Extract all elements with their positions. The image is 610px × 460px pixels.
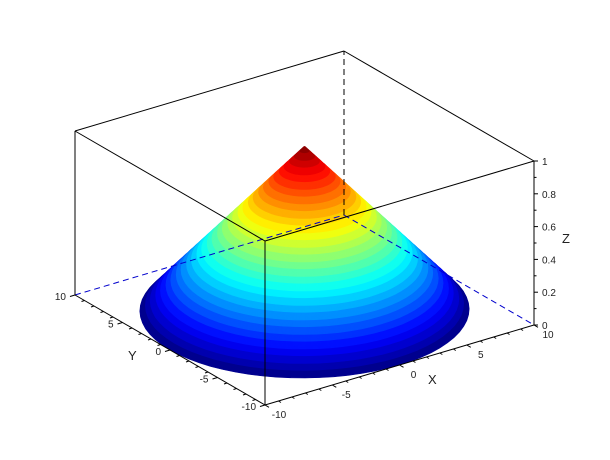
x-tick <box>506 332 510 335</box>
x-tick <box>345 380 349 383</box>
top-right-edge <box>343 50 535 162</box>
y-tick <box>100 311 104 313</box>
y-tick <box>223 382 228 385</box>
y-tick <box>128 327 133 330</box>
z-tick-label: 0.4 <box>542 255 556 266</box>
y-tick <box>252 399 256 401</box>
x-tick <box>399 364 404 368</box>
y-tick-label: -10 <box>242 402 257 413</box>
hidden-back-edge-y <box>343 214 535 326</box>
y-tick <box>117 322 123 325</box>
y-tick-label: 5 <box>108 320 114 331</box>
cone-surface <box>139 146 470 379</box>
y-tick <box>69 294 76 297</box>
x-tick <box>453 348 457 351</box>
x-tick <box>493 336 497 339</box>
x-tick <box>305 392 309 395</box>
y-tick <box>109 316 114 319</box>
x-tick-label: 5 <box>478 350 484 361</box>
x-tick-label: -10 <box>272 410 287 421</box>
y-tick <box>204 371 209 374</box>
y-tick <box>164 349 171 352</box>
surface-band <box>303 146 306 148</box>
y-tick <box>233 388 237 390</box>
y-tick <box>90 305 95 308</box>
y-tick <box>242 393 247 396</box>
y-tick <box>185 360 190 363</box>
y-tick <box>147 338 152 341</box>
x-tick <box>264 404 270 408</box>
x-tick <box>479 340 483 343</box>
y-axis-title: Y <box>128 348 137 363</box>
y-tick <box>259 404 266 407</box>
y-tick <box>81 300 85 302</box>
x-tick <box>520 328 524 331</box>
x-tick <box>466 344 471 348</box>
top-back-edge <box>74 50 345 132</box>
x-tick <box>372 372 376 375</box>
x-tick <box>412 360 416 363</box>
z-tick-label: 0.2 <box>542 288 556 299</box>
x-tick <box>291 396 295 399</box>
x-tick <box>385 368 389 371</box>
x-tick <box>278 400 282 403</box>
y-tick-label: 0 <box>155 347 161 358</box>
x-axis-title: X <box>428 372 437 387</box>
top-front-edge <box>264 160 535 242</box>
y-tick <box>195 366 199 368</box>
z-tick-label: 0.8 <box>542 190 556 201</box>
x-tick <box>318 388 322 391</box>
x-tick <box>426 356 430 359</box>
x-tick-label: 0 <box>411 370 417 381</box>
x-tick <box>358 376 362 379</box>
z-tick-label: 0 <box>542 321 548 332</box>
y-tick <box>138 333 142 335</box>
y-tick-label: -5 <box>200 375 209 386</box>
y-tick <box>176 355 180 357</box>
y-tick <box>157 344 161 346</box>
z-tick-label: 1 <box>542 157 548 168</box>
y-tick <box>212 377 218 380</box>
y-tick-label: 10 <box>55 292 67 303</box>
z-axis-title: Z <box>562 231 570 246</box>
top-left-edge <box>74 130 266 242</box>
x-tick-label: -5 <box>342 390 351 401</box>
hidden-back-edge-x <box>74 214 345 296</box>
x-tick <box>332 384 337 388</box>
x-tick-label: 10 <box>542 330 554 341</box>
z-tick-label: 0.6 <box>542 223 556 234</box>
x-tick <box>439 352 443 355</box>
